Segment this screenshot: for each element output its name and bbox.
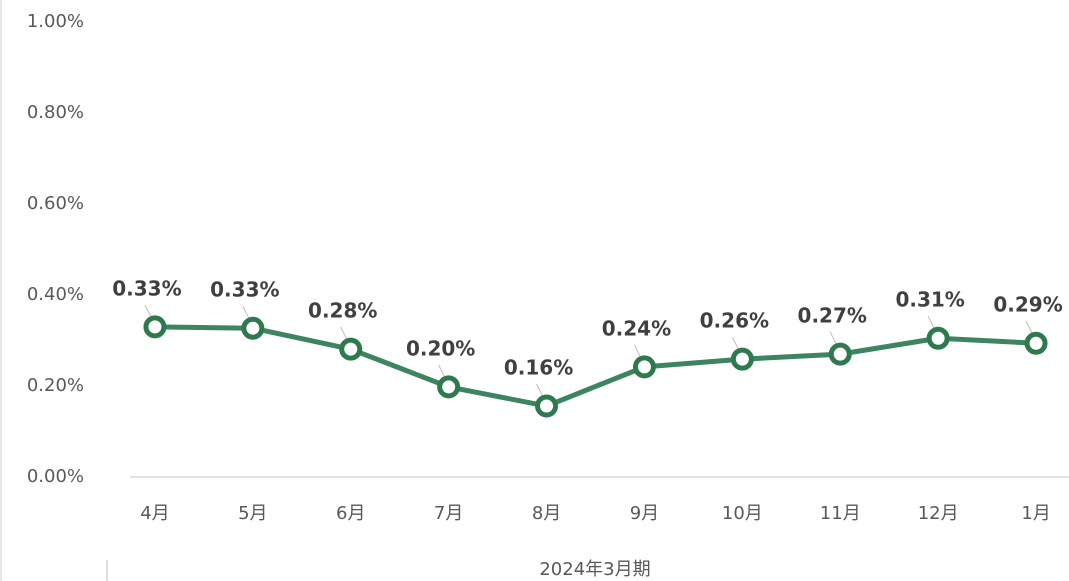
- marker: [143, 315, 167, 339]
- data-label: 0.33%: [210, 278, 279, 302]
- marker: [1024, 331, 1048, 355]
- y-tick-label: 0.60%: [27, 193, 84, 214]
- x-tick-label: 9月: [630, 503, 659, 524]
- marker: [828, 342, 852, 366]
- data-label: 0.28%: [308, 299, 377, 323]
- data-label: 0.33%: [112, 276, 181, 300]
- marker: [241, 316, 265, 340]
- x-tick-label: 4月: [140, 503, 169, 524]
- y-tick-label: 1.00%: [27, 11, 84, 32]
- data-label: 0.24%: [602, 316, 671, 340]
- x-tick-label: 5月: [238, 503, 267, 524]
- marker: [632, 355, 656, 379]
- marker: [730, 347, 754, 371]
- data-label: 0.31%: [895, 288, 964, 312]
- x-tick-label: 6月: [336, 503, 365, 524]
- y-tick-label: 0.00%: [27, 466, 84, 487]
- y-tick-label: 0.80%: [27, 102, 84, 123]
- x-tick-label: 12月: [918, 503, 959, 524]
- marker: [437, 375, 461, 399]
- marker: [339, 337, 363, 361]
- x-axis-title: 2024年3月期: [539, 559, 650, 580]
- x-tick-label: 1月: [1021, 503, 1050, 524]
- data-label: 0.20%: [406, 336, 475, 360]
- x-tick-label: 7月: [434, 503, 463, 524]
- data-label: 0.29%: [993, 293, 1062, 317]
- x-tick-label: 10月: [722, 503, 763, 524]
- x-tick-label: 8月: [532, 503, 561, 524]
- data-label: 0.27%: [798, 304, 867, 328]
- marker: [535, 394, 559, 418]
- series-line: [154, 324, 1037, 409]
- y-tick-label: 0.40%: [27, 284, 84, 305]
- y-tick-label: 0.20%: [27, 375, 84, 396]
- data-label: 0.26%: [700, 309, 769, 333]
- data-label: 0.16%: [504, 356, 573, 380]
- marker: [926, 326, 950, 350]
- x-tick-label: 11月: [820, 503, 861, 524]
